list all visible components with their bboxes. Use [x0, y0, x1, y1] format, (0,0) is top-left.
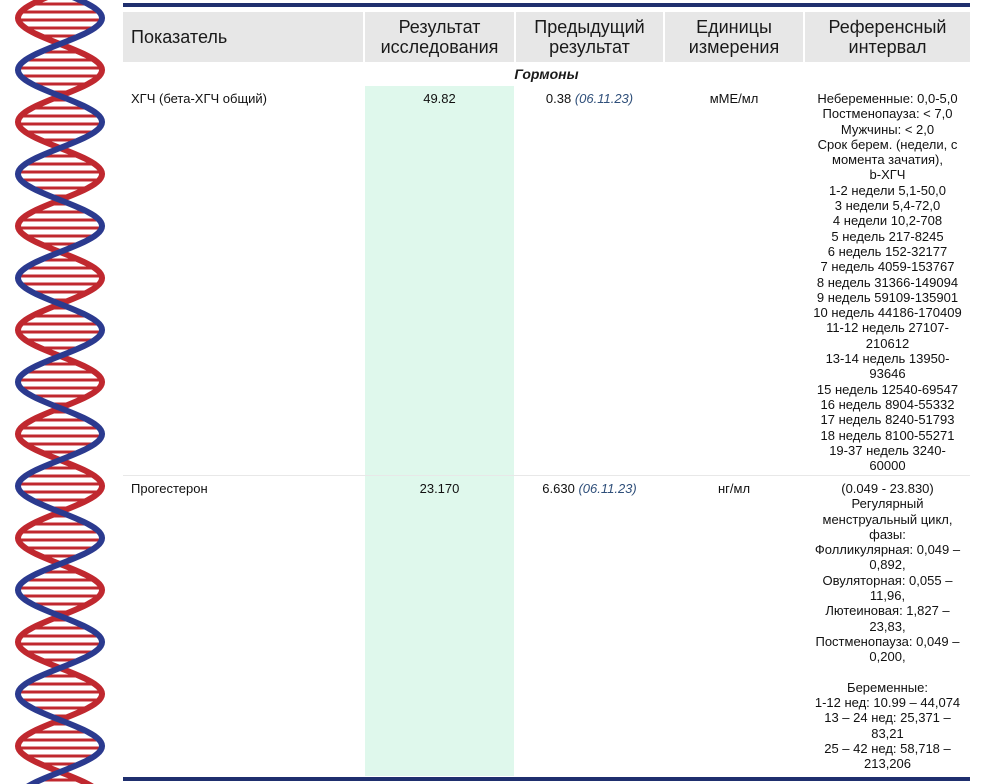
reference-line: 23,83, [869, 618, 906, 634]
reference-line: Постменопауза: 0,049 – [815, 633, 960, 649]
dna-strand [14, 0, 106, 784]
reference-line: 93646 [869, 366, 906, 382]
reference-line: Фолликулярная: 0,049 – [814, 542, 961, 558]
reference-line: 210612 [865, 335, 910, 351]
reference-line: 13 – 24 нед: 25,371 – [824, 710, 951, 726]
header-result: Результат исследования [365, 12, 514, 62]
row-hcg-previous: 0.38 (06.11.23) [516, 91, 663, 106]
reference-line: 19-37 недель 3240- [829, 442, 946, 458]
bottom-rule [123, 777, 970, 781]
row-hcg-previous-date: (06.11.23) [574, 91, 634, 106]
row-progesterone-result: 23.170 [419, 481, 460, 496]
reference-line: менструальный цикл, [822, 511, 953, 527]
row-hcg-result: 49.82 [423, 91, 456, 106]
reference-line: 13-14 недель 13950- [825, 351, 950, 367]
reference-line: фазы: [869, 526, 906, 542]
reference-line: Лютеиновая: 1,827 – [825, 603, 950, 619]
reference-line: 15 недель 12540-69547 [816, 381, 959, 397]
lab-report-table: Показатель Результат исследования Предыд… [123, 0, 970, 784]
reference-line: 213,206 [864, 756, 911, 772]
row-progesterone-name: Прогестерон [131, 481, 208, 496]
row-hcg-units: мМЕ/мл [709, 91, 759, 106]
header-reference: Референсный интервал [805, 12, 970, 62]
reference-line: 6 недель 152-32177 [827, 243, 948, 259]
row-progesterone-units: нг/мл [717, 481, 751, 496]
reference-line [805, 665, 970, 680]
reference-line: Постменопауза: < 7,0 [822, 106, 953, 122]
reference-line: 83,21 [871, 725, 904, 741]
header-units: Единицы измерения [665, 12, 803, 62]
header-indicator: Показатель [123, 12, 363, 62]
reference-line: 0,200, [869, 649, 906, 665]
reference-line: Овуляторная: 0,055 – [822, 572, 953, 588]
reference-line: 8 недель 31366-149094 [816, 274, 959, 290]
reference-line: Срок берем. (недели, с [817, 136, 958, 152]
reference-line: 3 недели 5,4-72,0 [834, 198, 941, 214]
reference-line: Мужчины: < 2,0 [840, 121, 935, 137]
row-progesterone-reference: (0.049 - 23.830) Регулярный менструальны… [805, 481, 970, 772]
reference-line: 4 недели 10,2-708 [832, 213, 943, 229]
reference-line: Регулярный [851, 496, 924, 512]
row-progesterone-previous: 6.630 (06.11.23) [516, 481, 663, 496]
dna-helix-decoration [14, 0, 106, 784]
row-hcg-name: ХГЧ (бета-ХГЧ общий) [131, 91, 267, 106]
reference-line: b-ХГЧ [869, 167, 906, 183]
dna-strand [14, 0, 106, 784]
row-hcg-previous-value: 0.38 [545, 91, 572, 106]
reference-line: момента зачатия), [832, 152, 943, 168]
reference-line: 7 недель 4059-153767 [820, 259, 955, 275]
reference-line: Небеременные: 0,0-5,0 [817, 91, 958, 106]
row-divider [123, 475, 970, 476]
reference-line: 0,892, [869, 557, 906, 573]
reference-line: 18 недель 8100-55271 [820, 427, 955, 443]
reference-line: 10 недель 44186-170409 [813, 305, 962, 321]
reference-line: (0.049 - 23.830) [841, 481, 934, 496]
reference-line: 1-12 нед: 10.99 – 44,074 [814, 695, 961, 711]
row-progesterone-previous-date: (06.11.23) [578, 481, 637, 496]
reference-line: Беременные: [847, 679, 928, 695]
reference-line: 25 – 42 нед: 58,718 – [824, 741, 951, 757]
reference-line: 9 недель 59109-135901 [816, 289, 959, 305]
reference-line: 5 недель 217-8245 [831, 228, 944, 244]
top-rule [123, 3, 970, 7]
reference-line: 11,96, [869, 588, 906, 604]
row-hcg-reference: Небеременные: 0,0-5,0 Постменопауза: < 7… [805, 91, 970, 473]
reference-line: 1-2 недели 5,1-50,0 [828, 182, 947, 198]
reference-line: 17 недель 8240-51793 [820, 412, 955, 428]
result-column-highlight [365, 86, 514, 776]
reference-line: 11-12 недель 27107- [826, 320, 949, 336]
section-title: Гормоны [514, 66, 579, 82]
header-previous: Предыдущий результат [516, 12, 663, 62]
reference-line: 60000 [869, 458, 906, 474]
row-progesterone-previous-value: 6.630 [542, 481, 575, 496]
reference-line: 16 недель 8904-55332 [820, 396, 955, 412]
